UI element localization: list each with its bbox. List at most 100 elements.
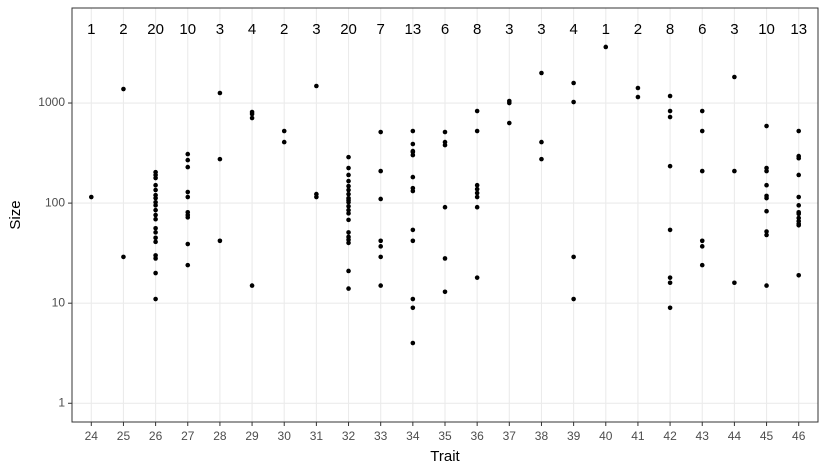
point: [667, 163, 673, 169]
point: [217, 238, 223, 244]
point: [378, 196, 383, 202]
x-tick-label: 28: [213, 429, 227, 443]
x-tick-label: 32: [342, 429, 356, 443]
x-tick-label: 26: [149, 429, 163, 443]
point: [410, 340, 416, 346]
point: [699, 238, 705, 244]
point: [346, 237, 351, 243]
point: [346, 191, 351, 197]
point: [796, 128, 802, 134]
point: [571, 80, 576, 86]
count-label: 3: [537, 21, 545, 38]
point: [346, 207, 351, 213]
x-tick-label: 43: [696, 429, 710, 443]
point: [346, 165, 351, 171]
point: [153, 175, 158, 181]
point: [764, 123, 769, 129]
point: [442, 142, 448, 148]
count-label: 8: [666, 21, 674, 38]
point: [346, 154, 351, 160]
point: [281, 128, 287, 134]
y-tick-label: 1000: [38, 95, 65, 109]
point: [796, 272, 802, 278]
x-tick-label: 24: [85, 429, 99, 443]
point: [346, 240, 351, 246]
point: [571, 99, 576, 105]
point: [378, 129, 383, 135]
point: [699, 168, 705, 174]
count-label: 13: [790, 21, 807, 38]
point: [796, 155, 802, 161]
point: [410, 152, 416, 158]
point: [474, 190, 480, 196]
point: [346, 199, 351, 205]
point: [571, 254, 576, 260]
point: [732, 168, 737, 174]
point: [667, 114, 673, 120]
point: [185, 241, 191, 247]
point: [217, 156, 223, 162]
point: [539, 70, 544, 76]
count-label: 13: [405, 21, 422, 38]
point: [796, 203, 802, 208]
count-label: 4: [569, 21, 577, 38]
point: [153, 226, 158, 231]
point: [121, 254, 126, 260]
x-tick-label: 41: [631, 429, 645, 443]
point: [410, 305, 416, 311]
point: [346, 203, 351, 209]
point: [410, 238, 416, 244]
x-tick-label: 38: [535, 429, 549, 443]
x-tick-label: 40: [599, 429, 613, 443]
point: [249, 115, 255, 121]
count-label: 2: [119, 21, 127, 38]
point: [346, 286, 351, 291]
point: [249, 283, 255, 288]
point: [410, 188, 416, 194]
point: [667, 108, 673, 114]
point: [314, 83, 319, 89]
point: [699, 128, 705, 134]
point: [667, 275, 673, 280]
point: [185, 194, 191, 200]
count-label: 20: [340, 21, 357, 38]
point: [153, 212, 158, 218]
point: [410, 227, 416, 233]
point: [539, 156, 544, 162]
point: [764, 208, 769, 214]
point: [410, 296, 416, 302]
count-label: 8: [473, 21, 481, 38]
point: [474, 128, 480, 134]
point: [378, 168, 383, 174]
x-axis-title: Trait: [430, 448, 460, 465]
point: [796, 215, 802, 221]
point: [346, 217, 351, 223]
x-tick-label: 44: [728, 429, 742, 443]
point: [410, 141, 416, 147]
x-tick-label: 31: [310, 429, 324, 443]
point: [346, 230, 351, 235]
x-tick-label: 29: [245, 429, 259, 443]
point: [153, 256, 158, 261]
point: [603, 44, 609, 50]
point: [667, 305, 673, 311]
point: [153, 296, 158, 302]
point: [507, 100, 512, 106]
count-label: 1: [602, 21, 610, 38]
point: [410, 128, 416, 134]
point: [732, 280, 737, 286]
y-tick-label: 100: [45, 195, 65, 209]
point: [571, 296, 576, 302]
point: [474, 204, 480, 210]
point: [185, 157, 191, 163]
count-label: 2: [634, 21, 642, 38]
point: [185, 215, 191, 220]
point: [88, 194, 94, 200]
x-tick-label: 36: [470, 429, 484, 443]
point: [474, 182, 480, 188]
x-tick-label: 33: [374, 429, 388, 443]
point: [442, 256, 448, 261]
point: [732, 74, 737, 80]
x-tick-label: 30: [278, 429, 292, 443]
point: [185, 189, 191, 195]
